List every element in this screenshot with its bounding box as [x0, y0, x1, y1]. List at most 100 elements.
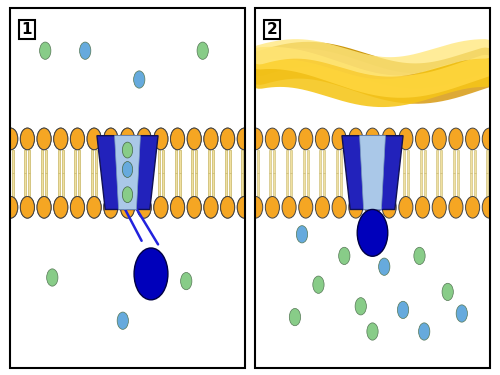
- Bar: [256, 173, 258, 196]
- Bar: [324, 150, 326, 173]
- Circle shape: [367, 323, 378, 340]
- Bar: [390, 150, 392, 173]
- Circle shape: [349, 128, 363, 150]
- Bar: [174, 173, 176, 196]
- Bar: [195, 173, 197, 196]
- Circle shape: [54, 128, 68, 150]
- Bar: [370, 150, 372, 173]
- Bar: [228, 150, 230, 173]
- Bar: [457, 150, 459, 173]
- Polygon shape: [342, 136, 403, 210]
- Bar: [192, 150, 194, 173]
- Bar: [24, 173, 26, 196]
- Circle shape: [204, 128, 218, 150]
- Bar: [178, 150, 180, 173]
- Circle shape: [313, 276, 324, 293]
- Bar: [91, 150, 93, 173]
- Bar: [224, 173, 226, 196]
- Circle shape: [220, 196, 234, 218]
- Circle shape: [70, 196, 85, 218]
- Circle shape: [248, 128, 263, 150]
- Bar: [246, 173, 248, 196]
- Bar: [8, 150, 10, 173]
- Bar: [228, 173, 230, 196]
- Circle shape: [204, 196, 218, 218]
- Bar: [8, 173, 10, 196]
- Circle shape: [187, 196, 202, 218]
- Circle shape: [187, 196, 202, 218]
- Circle shape: [466, 128, 479, 150]
- Bar: [212, 173, 214, 196]
- Bar: [490, 173, 492, 196]
- Bar: [303, 173, 305, 196]
- Bar: [128, 173, 130, 196]
- Circle shape: [54, 196, 68, 218]
- Circle shape: [187, 128, 202, 150]
- Circle shape: [399, 128, 413, 150]
- Bar: [420, 150, 422, 173]
- Bar: [340, 173, 342, 196]
- Bar: [228, 150, 230, 173]
- Bar: [162, 173, 164, 196]
- Circle shape: [20, 196, 34, 218]
- Bar: [95, 150, 97, 173]
- Circle shape: [137, 128, 151, 150]
- Bar: [174, 173, 176, 196]
- Bar: [242, 150, 244, 173]
- Circle shape: [4, 196, 18, 218]
- Circle shape: [338, 247, 350, 264]
- Circle shape: [134, 71, 145, 88]
- Circle shape: [296, 226, 308, 243]
- Circle shape: [37, 196, 51, 218]
- Bar: [486, 150, 488, 173]
- Bar: [420, 173, 422, 196]
- Circle shape: [154, 128, 168, 150]
- Circle shape: [154, 196, 168, 218]
- Bar: [208, 173, 210, 196]
- Bar: [242, 150, 244, 173]
- Circle shape: [180, 273, 192, 290]
- Circle shape: [87, 128, 101, 150]
- Polygon shape: [97, 136, 158, 210]
- Bar: [256, 150, 258, 173]
- Bar: [145, 150, 147, 173]
- Bar: [336, 150, 338, 173]
- Bar: [208, 173, 210, 196]
- Bar: [386, 173, 388, 196]
- Circle shape: [70, 128, 85, 150]
- Bar: [112, 150, 114, 173]
- Bar: [470, 150, 472, 173]
- Circle shape: [170, 196, 184, 218]
- Bar: [8, 173, 10, 196]
- Bar: [270, 173, 272, 196]
- Bar: [252, 173, 254, 196]
- Bar: [162, 173, 164, 196]
- Bar: [28, 150, 30, 173]
- Circle shape: [4, 128, 18, 150]
- Bar: [41, 150, 43, 173]
- Bar: [58, 173, 60, 196]
- Bar: [58, 173, 60, 196]
- Circle shape: [204, 128, 218, 150]
- Bar: [270, 150, 272, 173]
- Bar: [74, 150, 76, 173]
- Circle shape: [378, 258, 390, 275]
- Bar: [403, 150, 405, 173]
- Circle shape: [122, 162, 132, 177]
- Bar: [58, 150, 60, 173]
- Bar: [74, 150, 76, 173]
- Bar: [486, 173, 488, 196]
- Bar: [357, 150, 359, 173]
- Bar: [390, 173, 392, 196]
- Bar: [141, 150, 143, 173]
- Bar: [108, 150, 110, 173]
- Circle shape: [482, 196, 496, 218]
- Bar: [41, 150, 43, 173]
- Bar: [145, 173, 147, 196]
- Bar: [174, 150, 176, 173]
- Bar: [224, 150, 226, 173]
- Circle shape: [120, 128, 134, 150]
- Circle shape: [349, 196, 363, 218]
- Bar: [162, 150, 164, 173]
- Bar: [91, 173, 93, 196]
